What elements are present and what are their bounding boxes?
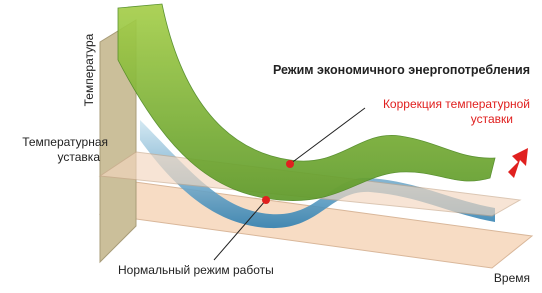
y-axis-label: Температура — [82, 33, 96, 106]
marker-dot — [262, 196, 270, 204]
marker-dot — [286, 160, 294, 168]
correction-label: Коррекция температурной — [383, 97, 530, 111]
normal-mode-label: Нормальный режим работы — [118, 263, 274, 277]
setpoint-label: уставка — [58, 150, 101, 164]
setpoint-label: Температурная — [22, 135, 108, 149]
title: Режим экономичного энергопотребления — [273, 63, 530, 77]
correction-label: уставки — [471, 112, 513, 126]
diagram: Температура Время Режим экономичного эне… — [0, 0, 542, 293]
x-axis-label: Время — [494, 271, 530, 285]
rise-arrow — [508, 148, 528, 178]
